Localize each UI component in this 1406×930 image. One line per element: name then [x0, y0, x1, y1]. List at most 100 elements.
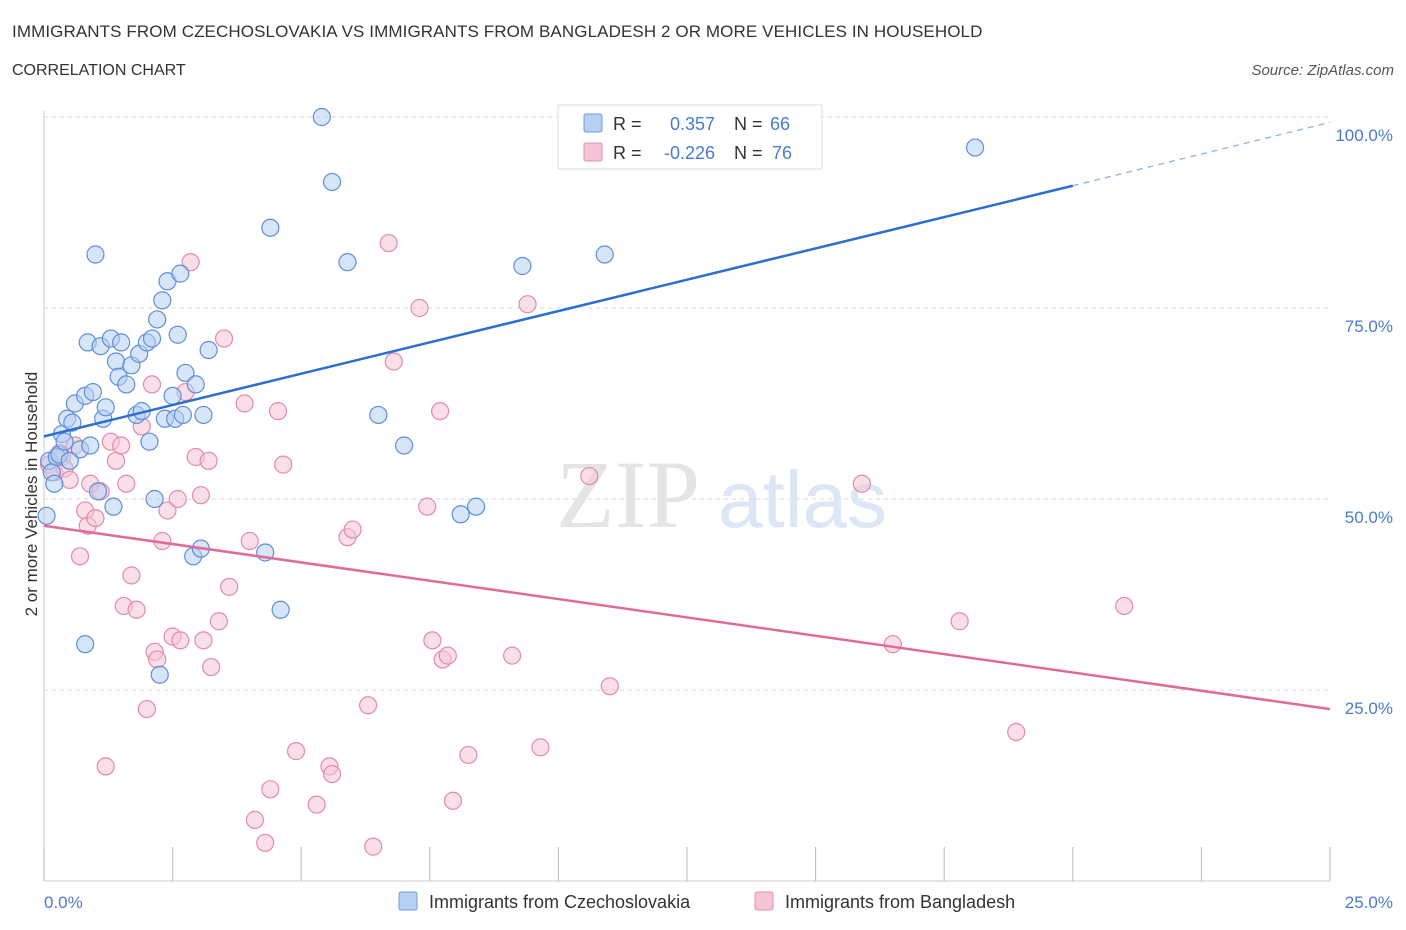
- czechoslovakia-point-25: [112, 333, 131, 352]
- watermark-zip: ZIP: [556, 441, 700, 548]
- bangladesh-point-70: [600, 677, 619, 696]
- czechoslovakia-point-64: [150, 665, 169, 684]
- czechoslovakia-point-52: [271, 600, 290, 619]
- czechoslovakia-point-20: [96, 398, 115, 417]
- czechoslovakia-point-32: [140, 432, 159, 451]
- bangladesh-point-72: [883, 635, 902, 654]
- bangladesh-point-55: [364, 837, 383, 856]
- bangladesh-point-32: [181, 253, 200, 272]
- correlation-legend: R = 0.357 N = 66 R = -0.226 N = 76: [557, 104, 823, 170]
- bangladesh-point-23: [142, 375, 162, 394]
- czechoslovakia-point-36: [153, 291, 172, 310]
- czechoslovakia-point-55: [338, 253, 357, 272]
- legend-r-value-1: 0.357: [670, 114, 715, 134]
- czechoslovakia-point-48: [194, 405, 213, 425]
- czechoslovakia-point-16: [86, 245, 105, 264]
- czechoslovakia-point-62: [965, 138, 985, 157]
- bangladesh-point-43: [245, 810, 265, 829]
- czechoslovakia-point-22: [104, 497, 123, 516]
- bangladesh-point-15: [106, 451, 126, 470]
- bangladesh-point-58: [410, 298, 429, 318]
- bangladesh-point-54: [358, 696, 378, 715]
- bangladesh-point-60: [423, 631, 442, 650]
- bottom-legend-swatch-bangladesh: [754, 891, 774, 911]
- bangladesh-point-74: [1007, 722, 1026, 742]
- axes: [43, 111, 1331, 882]
- bangladesh-point-18: [117, 474, 136, 493]
- legend-n-label-1: N =: [734, 114, 763, 134]
- legend-r-value-2: -0.226: [664, 143, 715, 163]
- bangladesh-point-67: [518, 295, 537, 314]
- bangladesh-point-44: [256, 833, 275, 852]
- bangladesh-point-49: [307, 795, 326, 814]
- bangladesh-point-13: [96, 757, 115, 776]
- czechoslovakia-point-15: [83, 382, 102, 402]
- bottom-legend-label-bangladesh: Immigrants from Bangladesh: [785, 892, 1015, 912]
- bangladesh-point-53: [343, 520, 362, 539]
- tick-labels: 25.0% 50.0% 75.0% 100.0% 0.0% 25.0%: [44, 126, 1393, 912]
- bangladesh-point-57: [384, 352, 403, 371]
- bangladesh-point-19: [122, 566, 141, 585]
- czechoslovakia-point-53: [312, 107, 331, 127]
- bangladesh-point-11: [86, 508, 105, 528]
- bangladesh-point-27: [158, 501, 177, 520]
- czechoslovakia-point-17: [88, 482, 108, 501]
- bottom-legend-swatch-czechoslovakia: [398, 891, 418, 911]
- legend-n-label-2: N =: [734, 143, 763, 163]
- legend-r-label-1: R =: [613, 114, 642, 134]
- series-czechoslovakia-points: [37, 107, 985, 684]
- bangladesh-point-69: [580, 466, 599, 486]
- bangladesh-point-34: [191, 486, 210, 505]
- y-tick-label-1: 50.0%: [1345, 508, 1393, 527]
- bangladesh-point-20: [127, 600, 146, 619]
- bangladesh-point-16: [112, 436, 131, 455]
- legend-n-value-2: 76: [772, 143, 792, 163]
- czechoslovakia-point-65: [60, 451, 79, 470]
- bangladesh-point-41: [235, 394, 254, 413]
- bangladesh-point-51: [322, 764, 342, 784]
- bangladesh-point-61: [430, 402, 450, 421]
- bangladesh-point-66: [503, 646, 522, 665]
- czechoslovakia-point-33: [142, 329, 162, 348]
- bangladesh-point-30: [171, 631, 190, 650]
- czechoslovakia-point-61: [595, 245, 614, 264]
- bangladesh-point-37: [202, 657, 221, 677]
- bangladesh-point-68: [531, 738, 550, 757]
- bangladesh-point-29: [168, 489, 187, 509]
- bangladesh-point-7: [70, 547, 90, 566]
- trend-line-czechoslovakia-extension: [1072, 121, 1331, 187]
- bangladesh-point-71: [852, 474, 871, 493]
- czechoslovakia-point-9: [63, 413, 82, 432]
- czechoslovakia-point-23: [106, 352, 126, 371]
- bangladesh-point-40: [220, 577, 239, 596]
- y-tick-label-3: 100.0%: [1335, 126, 1393, 145]
- y-tick-label-0: 25.0%: [1345, 699, 1393, 718]
- bangladesh-point-42: [240, 531, 259, 551]
- czechoslovakia-point-34: [145, 489, 164, 509]
- legend-r-label-2: R =: [613, 143, 642, 163]
- x-tick-label-0: 0.0%: [44, 893, 83, 912]
- series-legend: Immigrants from Czechoslovakia Immigrant…: [398, 891, 1015, 912]
- czechoslovakia-point-51: [261, 218, 280, 237]
- legend-n-value-1: 66: [770, 114, 790, 134]
- watermark: ZIP atlas: [556, 441, 887, 548]
- x-tick-label-1: 25.0%: [1345, 893, 1393, 912]
- czechoslovakia-point-58: [451, 505, 470, 524]
- czechoslovakia-point-54: [322, 172, 342, 192]
- czechoslovakia-point-39: [163, 386, 182, 405]
- bangladesh-point-25: [148, 650, 167, 669]
- czechoslovakia-point-35: [148, 310, 167, 329]
- chart-title: IMMIGRANTS FROM CZECHOSLOVAKIA VS IMMIGR…: [12, 22, 983, 41]
- bangladesh-point-36: [199, 451, 218, 470]
- source-label: Source: ZipAtlas.com: [1251, 62, 1394, 79]
- bangladesh-point-35: [194, 631, 213, 650]
- bangladesh-point-47: [274, 455, 293, 474]
- trend-line-czechoslovakia: [43, 184, 1074, 438]
- bangladesh-point-56: [379, 233, 398, 253]
- y-axis-label: 2 or more Vehicles in Household: [22, 372, 41, 617]
- legend-swatch-czechoslovakia: [583, 113, 603, 133]
- bangladesh-point-59: [418, 497, 437, 516]
- czechoslovakia-point-60: [513, 256, 532, 276]
- bangladesh-point-46: [268, 402, 288, 421]
